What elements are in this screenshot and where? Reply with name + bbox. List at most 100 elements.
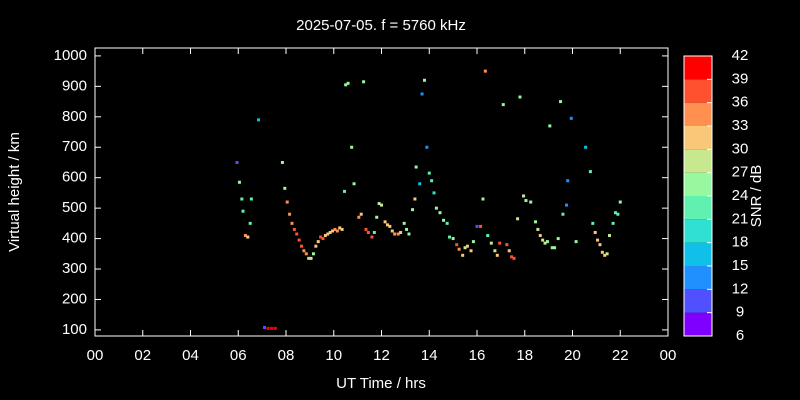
data-point xyxy=(280,160,284,164)
colorbar-band xyxy=(684,79,712,103)
data-point xyxy=(292,227,296,231)
data-point xyxy=(319,235,323,239)
data-point xyxy=(448,235,452,239)
colorbar-tick-label: 24 xyxy=(732,187,749,204)
data-point xyxy=(295,232,299,236)
data-point xyxy=(270,326,274,330)
data-point xyxy=(529,200,533,204)
data-point xyxy=(495,253,499,257)
data-point xyxy=(359,212,363,216)
colorbar-label: SNR / dB xyxy=(748,165,765,228)
data-point xyxy=(548,124,552,128)
colorbar-band xyxy=(684,219,712,243)
x-tick-label: 22 xyxy=(612,347,629,364)
data-point xyxy=(463,246,467,250)
data-point xyxy=(385,223,389,227)
data-point xyxy=(288,212,292,216)
colorbar-band xyxy=(684,126,712,150)
colorbar-tick-label: 9 xyxy=(736,304,744,321)
data-point xyxy=(489,241,493,245)
data-point xyxy=(600,250,604,254)
data-point xyxy=(561,212,565,216)
data-point xyxy=(574,240,578,244)
colorbar-band xyxy=(684,196,712,220)
x-tick-label: 00 xyxy=(87,347,104,364)
data-point xyxy=(340,227,344,231)
colorbar-tick-label: 27 xyxy=(732,164,749,181)
data-point xyxy=(543,241,547,245)
data-point xyxy=(266,326,270,330)
colorbar-tick-label: 12 xyxy=(732,280,749,297)
y-tick-label: 700 xyxy=(62,138,87,155)
x-tick-label: 02 xyxy=(134,347,151,364)
data-point xyxy=(338,226,342,230)
y-tick-label: 500 xyxy=(62,199,87,216)
colorbar-band xyxy=(684,102,712,126)
data-point xyxy=(352,182,356,186)
data-point xyxy=(263,325,267,329)
data-point xyxy=(241,209,245,213)
data-point xyxy=(605,252,609,256)
data-point xyxy=(246,235,250,239)
colorbar-tick-label: 15 xyxy=(732,257,749,274)
data-point xyxy=(372,230,376,234)
colorbar-band xyxy=(684,56,712,80)
chart-title: 2025-07-05. f = 5760 kHz xyxy=(296,17,466,34)
data-point xyxy=(333,227,337,231)
colorbar-tick-label: 6 xyxy=(736,327,744,344)
data-point xyxy=(411,208,415,212)
data-point xyxy=(481,197,485,201)
x-tick-label: 04 xyxy=(182,347,199,364)
x-axis-label: UT Time / hrs xyxy=(336,375,426,392)
data-point xyxy=(243,234,247,238)
data-point xyxy=(300,244,304,248)
data-point xyxy=(616,212,620,216)
data-point xyxy=(608,234,612,238)
data-point xyxy=(550,246,554,250)
data-point xyxy=(314,244,318,248)
data-point xyxy=(413,197,417,201)
colorbar-band xyxy=(684,172,712,196)
y-tick-label: 100 xyxy=(62,321,87,338)
data-point xyxy=(475,224,479,228)
data-point xyxy=(362,80,366,84)
data-point xyxy=(402,221,406,225)
y-tick-label: 800 xyxy=(62,108,87,125)
y-tick-label: 600 xyxy=(62,169,87,186)
colorbar-band xyxy=(684,289,712,313)
data-point xyxy=(344,83,348,87)
data-point xyxy=(331,229,335,233)
data-point xyxy=(285,200,289,204)
data-point xyxy=(316,240,320,244)
y-tick-label: 1000 xyxy=(54,47,87,64)
data-point xyxy=(457,247,461,251)
data-point xyxy=(559,100,563,104)
data-point xyxy=(407,232,411,236)
data-point xyxy=(556,237,560,241)
x-tick-label: 10 xyxy=(325,347,342,364)
data-point xyxy=(516,217,520,221)
data-point xyxy=(541,238,545,242)
x-tick-label: 16 xyxy=(469,347,486,364)
data-point xyxy=(501,103,505,107)
data-point xyxy=(493,249,497,253)
data-point xyxy=(522,194,526,198)
data-point xyxy=(323,234,327,238)
data-point xyxy=(350,145,354,149)
data-point xyxy=(309,256,313,260)
data-point xyxy=(510,255,514,259)
data-point xyxy=(524,199,528,203)
y-tick-label: 400 xyxy=(62,230,87,247)
data-point xyxy=(603,253,607,257)
colorbar-tick-label: 21 xyxy=(732,210,749,227)
data-point xyxy=(390,229,394,233)
data-point xyxy=(335,229,339,233)
data-point xyxy=(383,220,387,224)
data-point xyxy=(388,224,392,228)
data-point xyxy=(422,78,426,82)
data-point xyxy=(469,249,473,253)
data-point xyxy=(591,221,595,225)
colorbar-tick-label: 42 xyxy=(732,47,749,64)
